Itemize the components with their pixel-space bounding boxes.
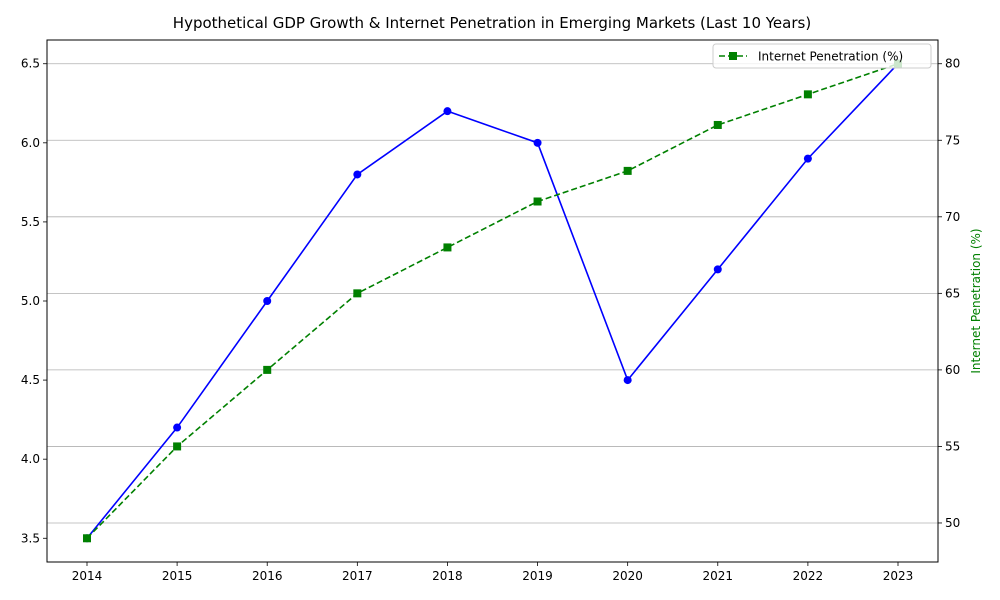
data-point-circle: [263, 297, 272, 305]
x-axis: 2014 2015 2016 2017 2018 2019 2020 2021 2022 2023: [72, 562, 914, 583]
x-tick-label: 2015: [162, 569, 193, 583]
x-tick-label: 2018: [432, 569, 463, 583]
right-tick-label: 65: [945, 286, 960, 300]
x-tick-label: 2021: [703, 569, 734, 583]
x-tick-label: 2016: [252, 569, 283, 583]
x-tick-label: 2020: [612, 569, 643, 583]
series-line-2: [86, 62, 899, 539]
data-point-square: [623, 166, 632, 175]
series-layer: [83, 59, 902, 543]
series-line-1: [86, 63, 899, 539]
x-tick-label: 2019: [522, 569, 553, 583]
legend-box: [712, 43, 932, 69]
data-point-circle: [173, 423, 182, 432]
left-y-axis: 3.5 4.0 4.5 5.0 5.5 6.0 6.5: [21, 57, 47, 545]
right-tick-label: 70: [945, 210, 960, 224]
data-point-square: [353, 289, 362, 298]
left-tick-label: 6.5: [21, 57, 40, 71]
right-tick-label: 75: [945, 133, 960, 147]
data-point-square: [533, 197, 542, 206]
data-point-circle: [803, 154, 812, 163]
left-tick-label: 4.5: [21, 373, 40, 387]
right-y-axis: 50 55 60 65 70 75 80: [938, 57, 960, 530]
data-point-square: [173, 442, 182, 451]
right-axis-title: Internet Penetration (%): [969, 228, 983, 373]
right-tick-label: 60: [945, 363, 960, 377]
right-tick-label: 55: [945, 439, 960, 453]
data-point-circle: [443, 107, 452, 116]
data-point-circle: [623, 376, 632, 385]
right-tick-label: 50: [945, 516, 960, 530]
data-point-square: [83, 534, 91, 543]
data-point-square: [713, 120, 722, 129]
legend-marker-swatch: [729, 52, 737, 60]
left-tick-label: 3.5: [21, 531, 40, 545]
grid-layer: [47, 63, 938, 524]
legend: Internet Penetration (%): [712, 43, 932, 69]
x-tick-label: 2023: [883, 569, 914, 583]
data-point-square: [263, 365, 272, 374]
left-tick-label: 4.0: [21, 452, 40, 466]
chart-title: Hypothetical GDP Growth & Internet Penet…: [173, 14, 811, 32]
left-tick-label: 5.0: [21, 294, 40, 308]
data-point-circle: [713, 265, 722, 274]
data-point-square: [803, 90, 812, 99]
x-tick-label: 2017: [342, 569, 373, 583]
data-point-square: [443, 243, 452, 252]
x-tick-label: 2022: [793, 569, 824, 583]
plot-frame: [46, 39, 939, 563]
x-tick-label: 2014: [72, 569, 103, 583]
data-point-circle: [353, 170, 362, 179]
left-tick-label: 5.5: [21, 215, 40, 229]
right-tick-label: 80: [945, 57, 960, 71]
data-point-circle: [533, 138, 542, 147]
legend-label: Internet Penetration (%): [758, 50, 903, 64]
left-tick-label: 6.0: [21, 136, 40, 150]
